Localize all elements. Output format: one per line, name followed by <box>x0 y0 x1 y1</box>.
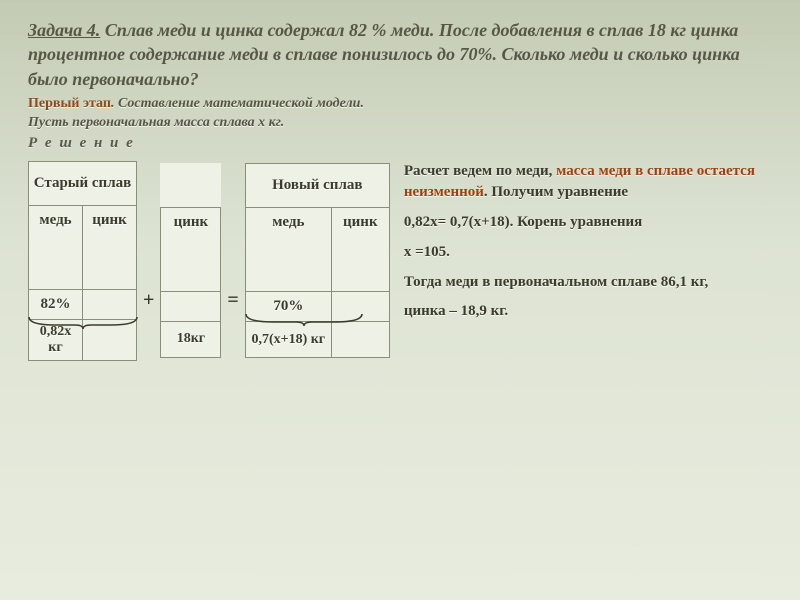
explain-eq: 0,82x= 0,7(x+18). <box>404 214 514 230</box>
new-mass: 0,7(x+18) кг <box>245 322 331 358</box>
zinc-spacer-top <box>161 163 221 207</box>
explain-p4: цинка – 18,9 кг. <box>404 301 772 323</box>
explain-p1c: . Получим уравнение <box>484 184 628 200</box>
new-empty2 <box>331 322 389 358</box>
brace-icon <box>27 315 139 329</box>
problem-title: Задача 4. <box>28 20 100 40</box>
stage-block: Первый этап. Составление математической … <box>28 95 772 133</box>
problem-statement: Задача 4. Сплав меди и цинка содержал 82… <box>28 18 772 91</box>
old-title: Старый сплав <box>29 161 137 205</box>
equals-sign: = <box>227 209 238 312</box>
plus-sign: + <box>143 209 154 312</box>
stage-label: Первый этап <box>28 96 111 111</box>
added-zinc-table: цинк 18кг <box>160 163 221 358</box>
problem-text: Сплав меди и цинка содержал 82 % меди. П… <box>28 20 740 89</box>
solution-label: Р е ш е н и е <box>28 135 135 152</box>
new-alloy-block: Новый сплав медь цинк 70% 0,7(x+18) кг <box>245 163 390 358</box>
old-alloy-block: Старый сплав медь цинк 82% 0,82x кг <box>28 161 137 361</box>
work-area: Старый сплав медь цинк 82% 0,82x кг <box>28 161 772 361</box>
old-alloy-table: Старый сплав медь цинк 82% 0,82x кг <box>28 161 137 361</box>
brace-icon <box>244 312 364 326</box>
zinc-mass: 18кг <box>161 321 221 357</box>
new-title: Новый сплав <box>245 164 389 208</box>
explain-root: x =105. <box>404 242 772 264</box>
explain-eq-block: 0,82x= 0,7(x+18). Корень уравнения <box>404 212 772 234</box>
explain-p1: Расчет ведем по меди, масса меди в сплав… <box>404 161 772 205</box>
zinc-col: цинк <box>161 207 221 291</box>
stage-assume: Пусть первоначальная масса сплава x кг. <box>28 115 284 130</box>
old-col2: цинк <box>83 205 137 289</box>
slide: Задача 4. Сплав меди и цинка содержал 82… <box>0 0 800 600</box>
old-col1: медь <box>29 205 83 289</box>
explain-p3: Тогда меди в первоначальном сплаве 86,1 … <box>404 272 772 294</box>
new-col1: медь <box>245 208 331 292</box>
new-alloy-table: Новый сплав медь цинк 70% 0,7(x+18) кг <box>245 163 390 358</box>
zinc-empty <box>161 291 221 321</box>
new-col2: цинк <box>331 208 389 292</box>
stage-text: . Составление математической модели. <box>111 96 364 111</box>
explain-p1a: Расчет ведем по меди, <box>404 163 556 179</box>
tables-zone: Старый сплав медь цинк 82% 0,82x кг <box>28 161 390 361</box>
explain-root-label: Корень уравнения <box>517 214 642 230</box>
explanation: Расчет ведем по меди, масса меди в сплав… <box>390 161 772 332</box>
